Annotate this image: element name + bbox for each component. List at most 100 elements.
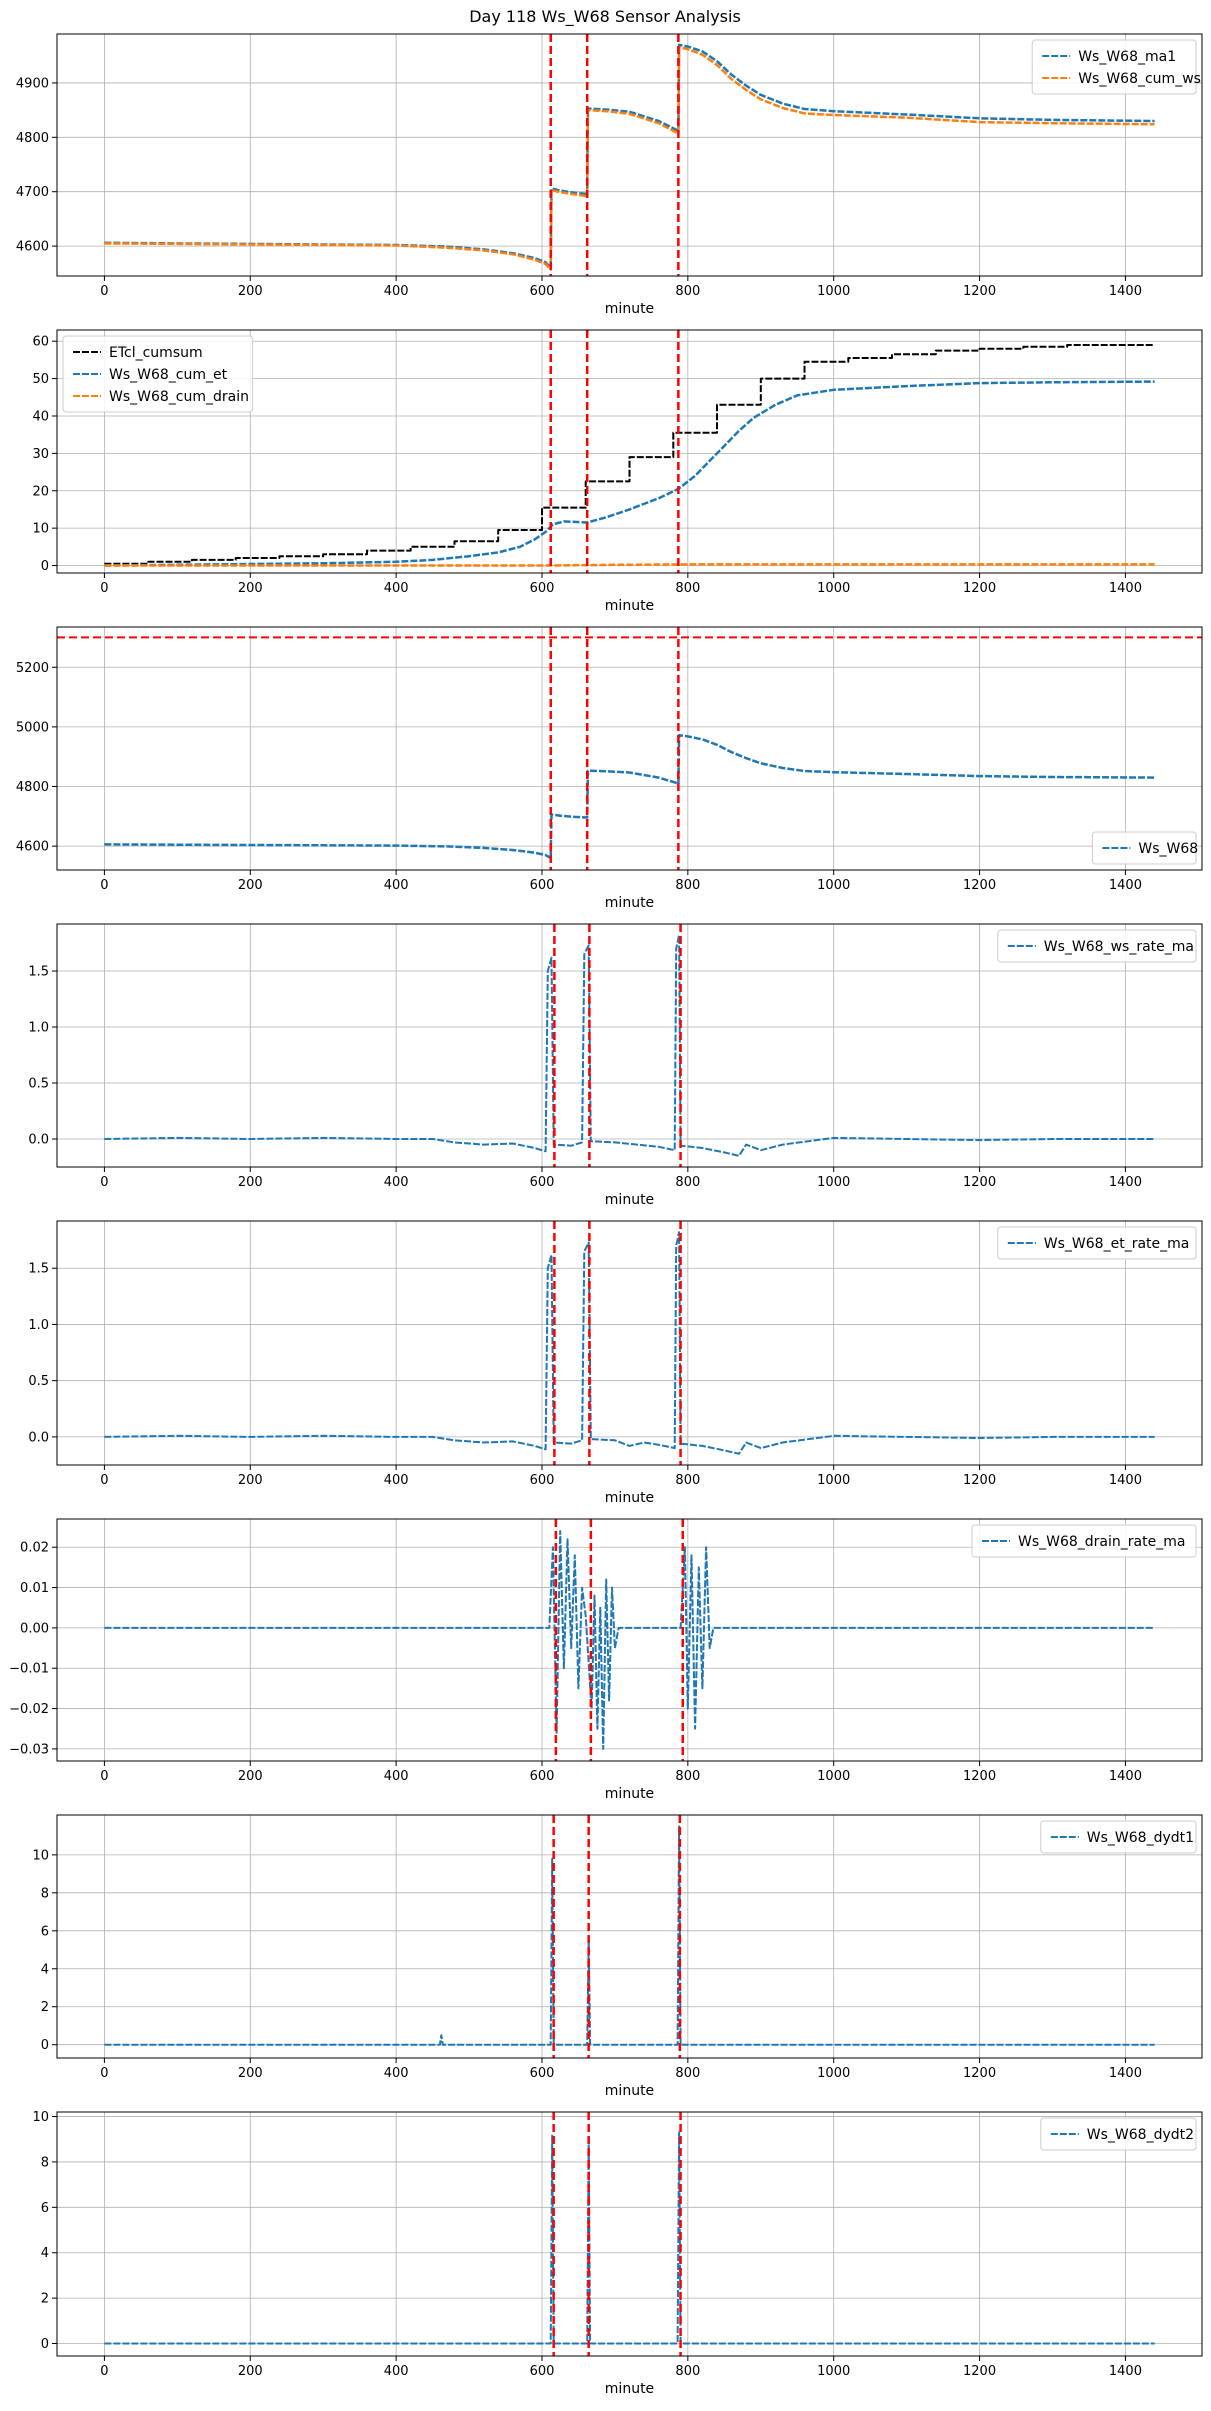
x-axis-label: minute (605, 2083, 654, 2099)
x-tick-label: 1400 (1109, 878, 1142, 893)
y-tick-label: 2 (41, 2000, 49, 2015)
legend: Ws_W68 (1091, 831, 1198, 865)
axes-frame (56, 923, 1203, 1168)
series-line-Ws_W68_dydt1 (104, 1825, 1155, 2046)
y-tick-label: 1.5 (28, 965, 49, 980)
series-line-Ws_W68_ma1 (104, 43, 1155, 270)
legend: Ws_W68_et_rate_ma (997, 1226, 1197, 1260)
x-tick-label: 600 (530, 2066, 555, 2081)
plot-area (104, 1815, 1155, 2058)
x-tick-label: 800 (675, 1473, 700, 1488)
y-tick-label: 30 (32, 447, 49, 462)
x-axis-label: minute (605, 1192, 654, 1208)
series-line-Ws_W68_cum_ws (104, 45, 1155, 271)
legend-box (1031, 39, 1197, 95)
x-tick-label: 600 (530, 284, 555, 299)
legend-box (997, 1226, 1197, 1260)
x-tick-label: 200 (238, 1175, 263, 1190)
x-tick-label: 1000 (817, 1175, 850, 1190)
x-axis-label: minute (605, 1786, 654, 1802)
axes-frame (56, 33, 1203, 277)
axes-frame (56, 1220, 1203, 1466)
y-tick-label: −0.03 (9, 1742, 49, 1757)
series-line-Ws_W68_ws_rate_ma (104, 934, 1155, 1157)
series-line-Ws_W68_cum_drain (104, 563, 1155, 567)
x-tick-label: 1400 (1109, 2364, 1142, 2379)
legend-box (1091, 831, 1197, 865)
y-tick-label: 20 (32, 484, 49, 499)
y-tick-label: 10 (32, 2110, 49, 2125)
legend: Ws_W68_dydt1 (1040, 1820, 1197, 1854)
x-tick-label: 1200 (963, 581, 996, 596)
series-line-ETcl_cumsum (104, 344, 1155, 565)
x-tick-label: 800 (675, 581, 700, 596)
y-tick-label: 6 (41, 2201, 49, 2216)
chart-panel-8: 0 200 400 600 800 1000 1200 1400 0 2 4 6 8 10 minute Ws… (32, 2110, 1203, 2397)
y-tick-label: 5000 (16, 720, 49, 735)
legend: Ws_W68_drain_rate_ma (971, 1524, 1197, 1558)
legend-box (1040, 2117, 1197, 2151)
chart-panel-5: 0 200 400 600 800 1000 1200 1400 0.0 0.5 1.0 1.5 min… (28, 1220, 1203, 1506)
x-tick-label: 600 (530, 878, 555, 893)
y-tick-label: 0.0 (28, 1133, 49, 1148)
y-tick-label: 0 (41, 2337, 49, 2352)
legend-label: Ws_W68_cum_drain (109, 389, 249, 405)
legend: Ws_W68_dydt2 (1040, 2117, 1197, 2151)
chart-panel-6: 0 200 400 600 800 1000 1200 1400 −0.03 −0.02 −0.01… (9, 1518, 1203, 1802)
chart-panel-3: 0 200 400 600 800 1000 1200 1400 4600 4800 5000 520… (16, 626, 1203, 911)
y-tick-label: 0.01 (20, 1581, 49, 1596)
legend: Ws_W68_ma1 Ws_W68_cum_ws (1031, 39, 1201, 95)
x-tick-label: 400 (384, 1769, 409, 1784)
x-tick-label: 800 (675, 1175, 700, 1190)
axes-frame (56, 329, 1203, 574)
legend-box (997, 929, 1197, 963)
y-tick-label: 1.0 (28, 1021, 49, 1036)
y-tick-label: −0.02 (9, 1702, 49, 1717)
y-tick-label: 2 (41, 2292, 49, 2307)
plot-area (57, 627, 1202, 870)
x-tick-label: 1000 (817, 284, 850, 299)
y-tick-label: 8 (41, 2155, 49, 2170)
x-tick-label: 1000 (817, 1769, 850, 1784)
y-tick-label: 0.5 (28, 1374, 49, 1389)
x-tick-label: 400 (384, 2364, 409, 2379)
x-tick-label: 1400 (1109, 1473, 1142, 1488)
x-tick-label: 0 (100, 284, 108, 299)
series-line-Ws_W68_drain_rate_ma (104, 1530, 1155, 1750)
y-tick-label: 4800 (16, 131, 49, 146)
x-tick-label: 800 (675, 284, 700, 299)
y-tick-label: 0.5 (28, 1077, 49, 1092)
axes-frame (56, 1814, 1203, 2059)
x-tick-label: 1000 (817, 1473, 850, 1488)
legend-box (971, 1524, 1197, 1558)
legend-label: ETcl_cumsum (109, 345, 203, 361)
x-tick-label: 1000 (817, 2066, 850, 2081)
legend-label: Ws_W68 (1138, 841, 1198, 857)
legend: Ws_W68_ws_rate_ma (997, 929, 1197, 963)
y-tick-label: 4600 (16, 840, 49, 855)
x-tick-label: 400 (384, 878, 409, 893)
series-line-Ws_W68 (104, 733, 1155, 860)
x-tick-label: 800 (675, 2066, 700, 2081)
x-tick-label: 0 (100, 581, 108, 596)
x-tick-label: 400 (384, 1175, 409, 1190)
y-tick-label: 4600 (16, 240, 49, 255)
y-tick-label: 4 (41, 2246, 49, 2261)
x-tick-label: 1400 (1109, 284, 1142, 299)
x-tick-label: 1200 (963, 1175, 996, 1190)
series-line-Ws_W68_dydt2 (104, 2131, 1155, 2345)
x-tick-label: 0 (100, 2364, 108, 2379)
x-tick-label: 600 (530, 1473, 555, 1488)
y-tick-label: 5200 (16, 661, 49, 676)
x-tick-label: 1200 (963, 878, 996, 893)
plot-area (104, 34, 1155, 276)
y-tick-label: 0.00 (20, 1621, 49, 1636)
legend-label: Ws_W68_ma1 (1078, 49, 1176, 65)
y-tick-label: 6 (41, 1924, 49, 1939)
y-tick-label: 8 (41, 1886, 49, 1901)
x-tick-label: 400 (384, 284, 409, 299)
x-tick-label: 800 (675, 1769, 700, 1784)
plot-area (104, 330, 1155, 573)
x-tick-label: 200 (238, 2066, 263, 2081)
